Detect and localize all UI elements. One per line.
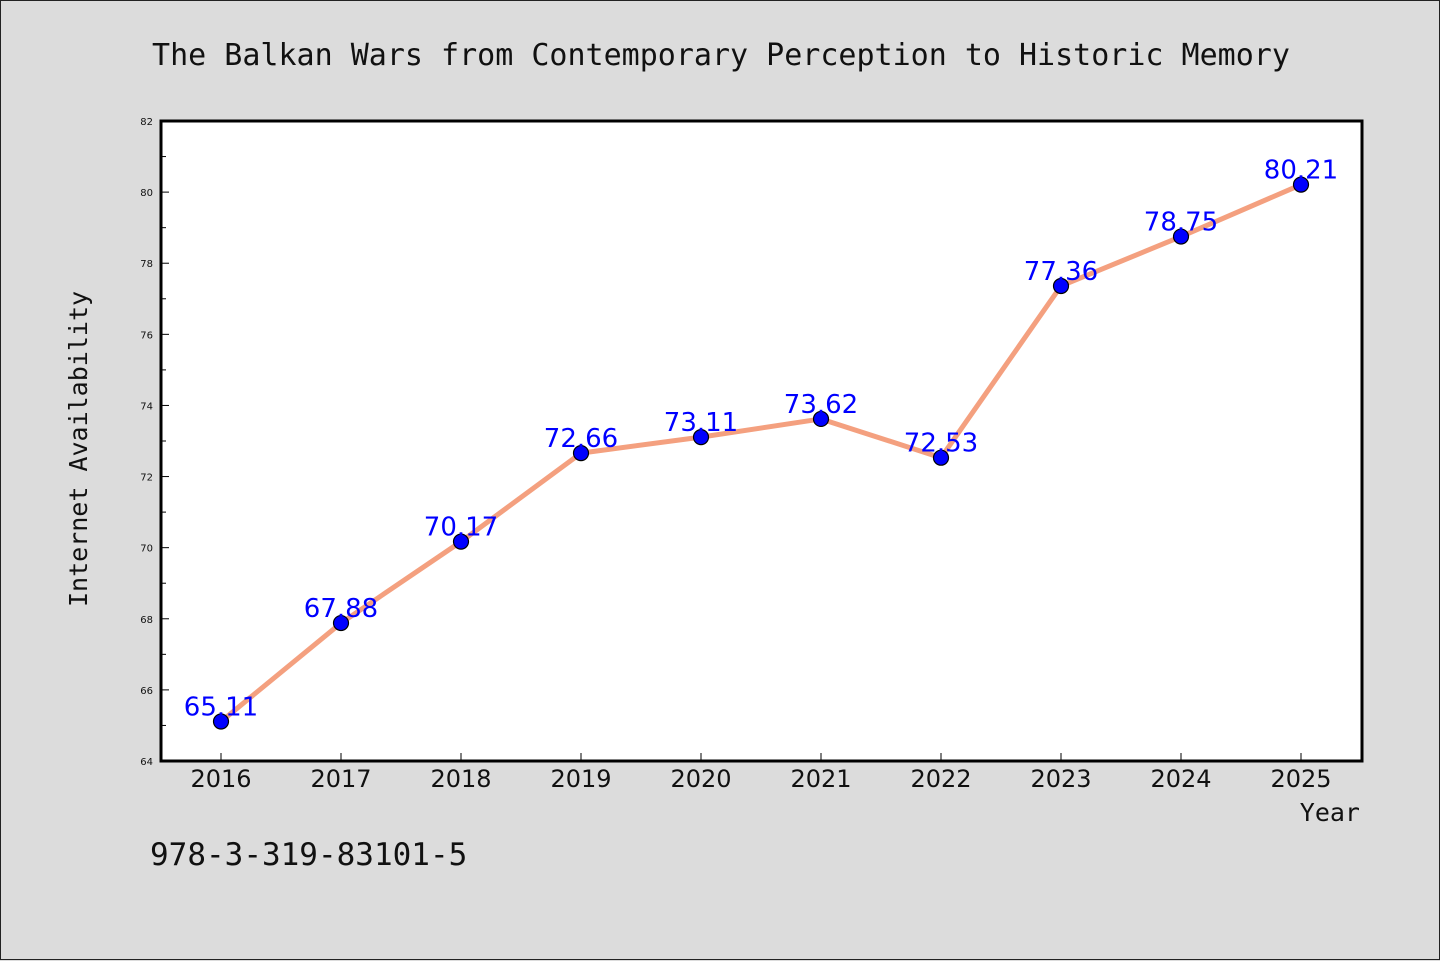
x-tick-label: 2024: [1150, 765, 1211, 793]
data-label: 72.53: [904, 429, 978, 459]
data-label: 78.75: [1144, 208, 1218, 238]
x-tick-label: 2025: [1270, 765, 1331, 793]
data-point: [452, 533, 470, 550]
data-point: [1172, 228, 1190, 245]
y-tick-label: 70: [140, 544, 153, 555]
data-label-group: 65.11 67.88 70.17 72.66 73.11 73.62 72.53 77.36…: [184, 156, 1338, 723]
chart-title: The Balkan Wars from Contemporary Percep…: [152, 38, 1290, 73]
y-axis: 64 66 68 70 72 74 76 78 80 82: [140, 117, 169, 768]
y-tick-label: 64: [140, 757, 153, 768]
y-tick-label: 72: [140, 473, 153, 484]
y-tick-label: 68: [140, 615, 153, 626]
x-tick-label: 2020: [670, 765, 731, 793]
data-point: [1052, 277, 1070, 295]
data-label: 73.62: [784, 390, 858, 420]
data-label: 67.88: [304, 594, 378, 624]
x-axis-label: Year: [1300, 798, 1360, 827]
data-point: [1292, 176, 1310, 193]
data-label: 73.11: [664, 408, 738, 438]
x-tick-label: 2022: [910, 765, 971, 793]
data-point: [812, 410, 830, 428]
y-tick-label: 74: [140, 401, 153, 412]
data-point: [932, 449, 950, 466]
isbn-text: 978-3-319-83101-5: [150, 837, 467, 873]
x-tick-label: 2016: [190, 765, 251, 793]
x-tick-label: 2018: [430, 765, 491, 793]
y-tick-label: 80: [140, 188, 153, 199]
data-label: 80.21: [1264, 156, 1338, 186]
x-tick-label: 2017: [310, 765, 371, 793]
data-label: 70.17: [424, 513, 498, 543]
data-label: 72.66: [544, 424, 618, 454]
y-tick-label: 82: [140, 117, 153, 128]
y-tick-label: 76: [140, 330, 153, 341]
x-tick-label: 2019: [550, 765, 611, 793]
data-point: [212, 713, 230, 730]
x-tick-label: 2021: [790, 765, 851, 793]
data-label: 65.11: [184, 693, 258, 723]
y-tick-label: 78: [140, 259, 153, 270]
data-point: [692, 428, 710, 446]
x-axis: 2016 2017 2018 2019 2020 2021 2022 2023 2024 2025: [190, 753, 1332, 793]
data-label: 77.36: [1024, 257, 1098, 287]
x-tick-label: 2023: [1030, 765, 1091, 793]
data-point: [332, 614, 350, 632]
plot-area: [159, 119, 1364, 763]
series-line: [219, 182, 1302, 724]
y-axis-label: Internet Availability: [64, 291, 93, 607]
data-point: [572, 444, 590, 462]
series-line-group: [212, 176, 1310, 730]
y-tick-label: 66: [140, 686, 153, 697]
